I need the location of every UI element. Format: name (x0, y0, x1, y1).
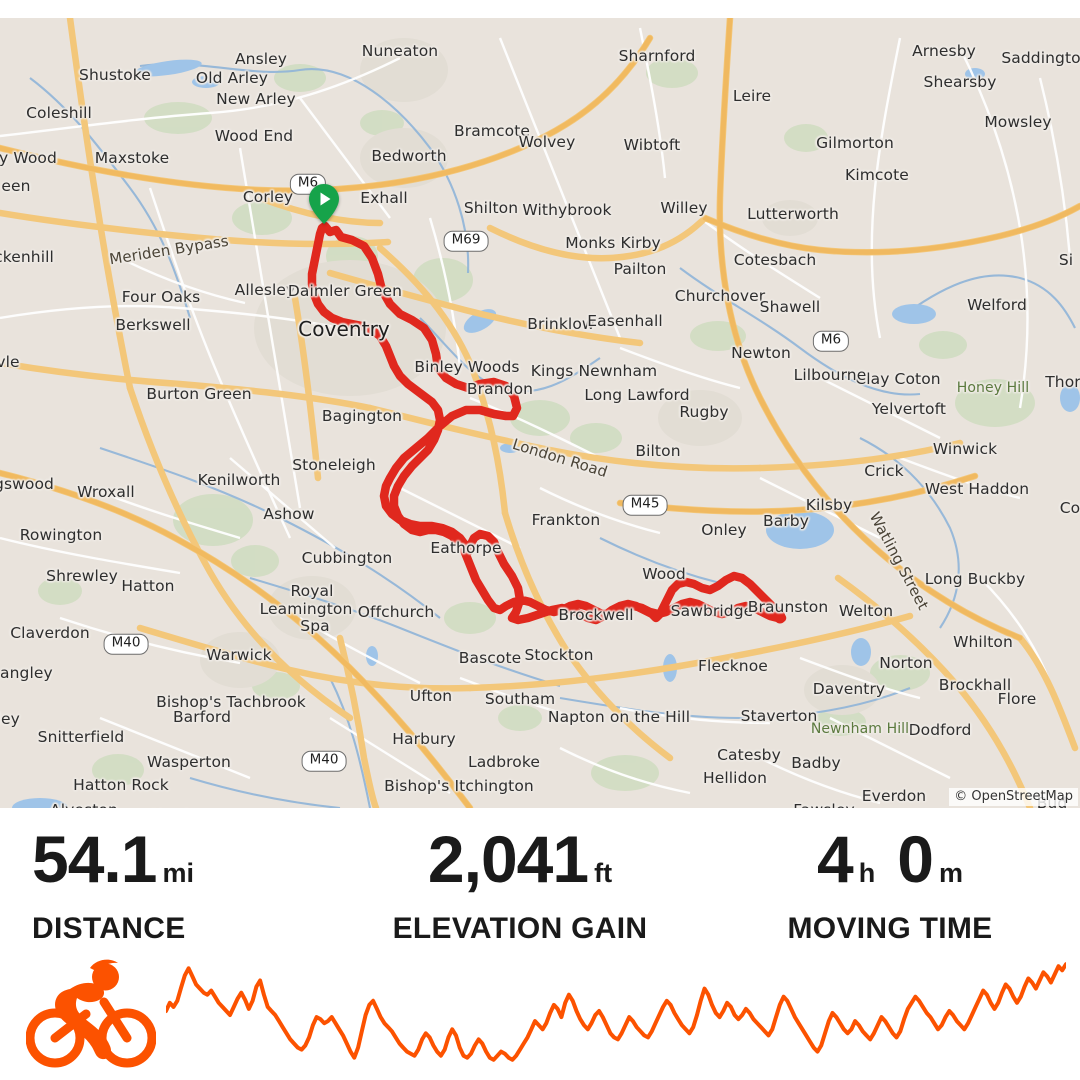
stat-moving-time-hours-unit: h (858, 858, 876, 888)
footer-row (0, 946, 1080, 1080)
stat-moving-time: 4 h 0 m MOVING TIME (700, 826, 1080, 946)
elevation-line (166, 962, 1066, 1062)
stat-distance-value: 54.1 (32, 822, 157, 896)
stat-distance-label: DISTANCE (32, 912, 186, 945)
stat-elevation-value-group: 2,041 ft (428, 826, 612, 906)
stat-elevation-value: 2,041 (427, 822, 589, 896)
route-end-point (774, 612, 786, 624)
elevation-profile-chart (166, 962, 1066, 1062)
stat-distance: 54.1 mi DISTANCE (0, 826, 340, 946)
route-polyline (307, 221, 787, 625)
route-map[interactable]: Shustoke Ansley Nuneaton Sharnford Arnesby Sa… (0, 18, 1080, 808)
stat-elevation-label: ELEVATION GAIN (392, 912, 648, 945)
stat-elevation-unit: ft (594, 858, 613, 888)
stat-moving-time-value-group: 4 h 0 m (817, 826, 963, 906)
road-shield: M40 (301, 750, 347, 772)
osm-attribution[interactable]: © OpenStreetMap (949, 788, 1078, 806)
road-shield: M40 (103, 633, 149, 655)
road-shield: M45 (622, 494, 668, 516)
road-shield: M69 (443, 230, 489, 252)
stat-elevation-gain: 2,041 ft ELEVATION GAIN (340, 826, 700, 946)
stat-distance-value-group: 54.1 mi (32, 826, 194, 906)
stat-moving-time-minutes: 0 (897, 822, 934, 896)
map-lakes (12, 59, 1080, 808)
stat-moving-time-minutes-unit: m (938, 858, 963, 888)
road-shield: M6 (812, 330, 850, 352)
start-marker-icon[interactable] (309, 184, 339, 224)
map-canvas (0, 18, 1080, 808)
stats-row: 54.1 mi DISTANCE 2,041 ft ELEVATION GAIN… (0, 826, 1080, 946)
cycling-icon (26, 959, 156, 1068)
stat-moving-time-hours: 4 (817, 822, 854, 896)
map-motorways (0, 18, 1080, 808)
stat-distance-unit: mi (162, 858, 194, 888)
stat-moving-time-label: MOVING TIME (787, 912, 993, 945)
